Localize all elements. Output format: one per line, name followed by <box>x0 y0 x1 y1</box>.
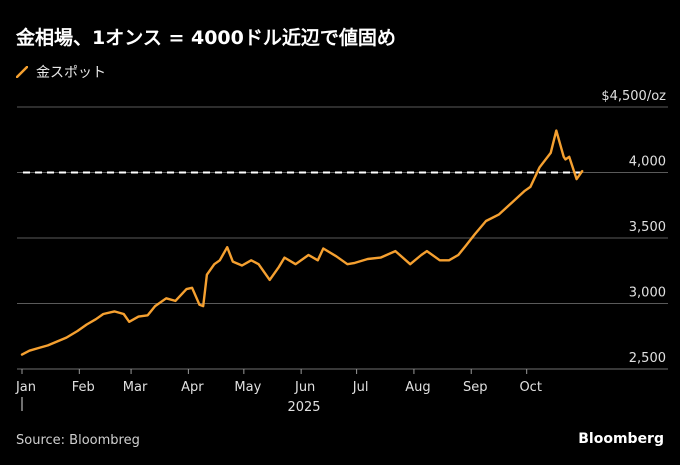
chart-title: 金相場、1オンス = 4000ドル近辺で値固め <box>16 27 396 49</box>
x-tick-label: Jan <box>15 380 36 395</box>
y-tick-label: 4,000 <box>629 155 666 170</box>
legend-line-icon <box>16 66 28 78</box>
x-tick-label: Jun <box>294 380 315 395</box>
gold-spot-series-line <box>20 129 584 356</box>
x-tick-label: Mar <box>123 380 148 395</box>
x-tick-label: May <box>234 380 261 395</box>
y-tick-label: 2,500 <box>629 351 666 366</box>
y-tick-label: 3,500 <box>629 220 666 235</box>
x-tick-label: Feb <box>72 380 95 395</box>
x-tick-label: Aug <box>405 380 430 395</box>
source-note: Source: Bloombreg <box>16 433 140 448</box>
year-label: 2025 <box>287 400 320 415</box>
y-tick-label: 3,000 <box>629 286 666 301</box>
legend: 金スポット <box>16 62 106 82</box>
legend-label: 金スポット <box>36 65 106 81</box>
x-tick-label: Sep <box>463 380 488 395</box>
x-tick-label: Apr <box>181 380 204 395</box>
y-tick-label: $4,500/oz <box>601 89 666 104</box>
x-tick-label: Oct <box>519 380 541 395</box>
bloomberg-logo: Bloomberg <box>578 431 664 447</box>
x-tick-label: Jul <box>352 380 369 395</box>
